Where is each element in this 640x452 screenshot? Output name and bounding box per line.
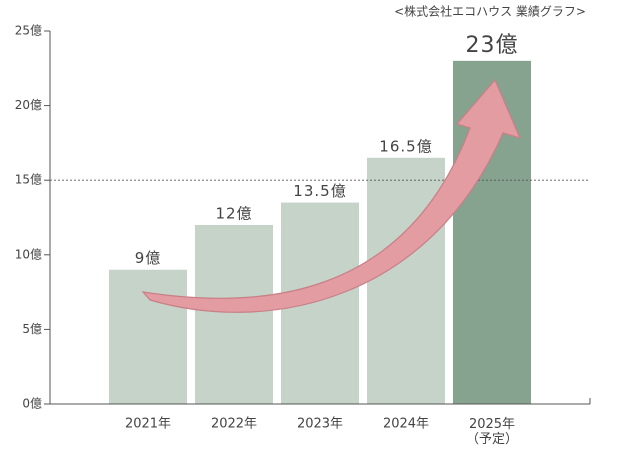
x-tick-label: 2023年	[297, 417, 343, 432]
y-tick-label: 25億	[15, 24, 42, 38]
bar	[109, 269, 187, 404]
growth-arrow	[141, 78, 522, 313]
x-tick-label: 2022年	[211, 417, 257, 432]
data-label: 23億	[466, 33, 519, 58]
y-tick-label: 15億	[15, 173, 42, 187]
data-label: 13.5億	[293, 182, 346, 200]
bar	[195, 224, 273, 404]
y-tick-label: 5億	[22, 322, 42, 336]
y-tick-label: 10億	[15, 247, 42, 261]
y-tick-label: 20億	[15, 98, 42, 112]
bar	[367, 157, 445, 404]
data-label: 12億	[215, 204, 252, 222]
x-tick-label: 2024年	[383, 417, 429, 432]
x-tick-label: 2021年	[125, 417, 171, 432]
y-tick-label: 0億	[22, 397, 42, 411]
chart-title: <株式会社エコハウス 業績グラフ>	[394, 4, 586, 19]
data-label: 9億	[135, 249, 162, 267]
data-label: 16.5億	[379, 137, 432, 155]
x-tick-label: 2025年（予定）	[466, 417, 518, 447]
